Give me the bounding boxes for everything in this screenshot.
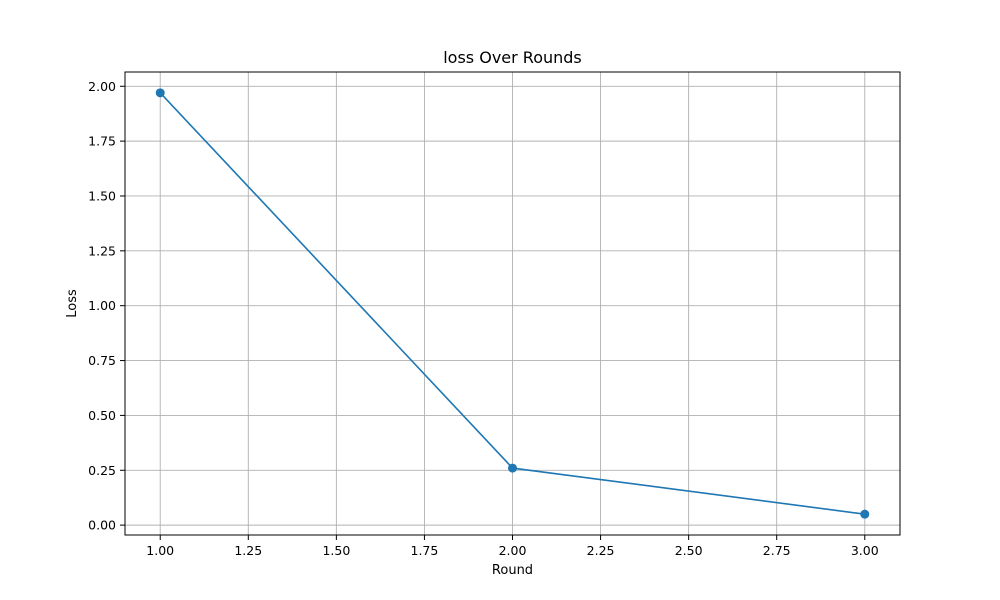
x-tick-label: 1.50 <box>322 543 350 558</box>
y-axis-ticks: 0.00 0.25 0.50 0.75 1.00 1.25 1.50 1.75 2.00 <box>88 79 125 533</box>
x-axis-label: Round <box>492 563 533 578</box>
y-axis-label: Loss <box>65 289 80 318</box>
y-tick-label: 1.75 <box>88 134 116 149</box>
y-tick-label: 1.25 <box>88 243 116 258</box>
y-tick-label: 0.75 <box>88 353 116 368</box>
y-tick-label: 2.00 <box>88 79 116 94</box>
x-tick-label: 3.00 <box>851 543 879 558</box>
x-tick-label: 2.25 <box>587 543 615 558</box>
x-tick-label: 1.00 <box>146 543 174 558</box>
grid-lines <box>125 72 900 535</box>
x-tick-label: 1.25 <box>234 543 262 558</box>
data-point <box>155 88 165 98</box>
y-tick-label: 0.25 <box>88 463 116 478</box>
y-tick-label: 1.00 <box>88 298 116 313</box>
x-tick-label: 2.50 <box>675 543 703 558</box>
data-point <box>508 463 517 473</box>
chart-title: loss Over Rounds <box>443 48 582 67</box>
y-tick-label: 0.00 <box>88 518 116 533</box>
x-tick-label: 2.75 <box>763 543 791 558</box>
y-tick-label: 1.50 <box>88 188 116 203</box>
data-point <box>860 509 870 519</box>
series-layer <box>155 88 870 519</box>
x-axis-ticks: 1.00 1.25 1.50 1.75 2.00 2.25 2.50 2.75 3.00 <box>146 535 879 558</box>
x-tick-label: 2.00 <box>499 543 527 558</box>
y-tick-label: 0.50 <box>88 408 116 423</box>
x-tick-label: 1.75 <box>411 543 439 558</box>
